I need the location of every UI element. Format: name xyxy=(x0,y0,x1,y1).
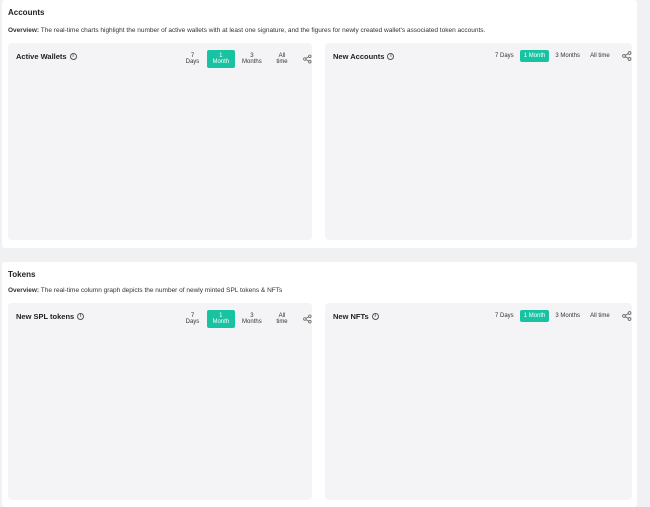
new-nfts-chart xyxy=(325,303,632,500)
share-icon[interactable]: 5M10M15M20M25M10/2610/2911/0111/0411/071… xyxy=(621,51,632,61)
section-title-accounts: Accounts xyxy=(8,8,45,17)
overview-text: The real-time column graph depicts the n… xyxy=(40,287,283,294)
overview-label: Overview: xyxy=(8,287,40,294)
new-accounts-card: New Accounts i 7 Days 1 Month 3 Months All … xyxy=(325,43,632,240)
range-3-months-button[interactable]: 3 Months xyxy=(551,310,584,322)
card-title: Active Wallets i xyxy=(16,52,77,61)
range-3-months-button[interactable]: 3 Months xyxy=(551,50,584,62)
section-overview-tokens: Overview: The real-time column graph dep… xyxy=(8,287,282,294)
section-title-tokens: Tokens xyxy=(8,270,36,279)
range-all-time-button[interactable]: All time xyxy=(269,50,295,68)
active-wallets-chart xyxy=(8,43,312,240)
range-all-time-button[interactable]: All time xyxy=(586,50,614,62)
overview-text: The real-time charts highlight the numbe… xyxy=(40,27,486,34)
active-wallets-card: Active Wallets i 7 Days 1 Month 3 Months Al… xyxy=(8,43,312,240)
card-title: New NFTs i xyxy=(333,312,379,321)
range-all-time-button[interactable]: All time xyxy=(586,310,614,322)
accounts-section: Accounts Overview: The real-time charts … xyxy=(2,0,637,248)
range-7-days-button[interactable]: 7 Days xyxy=(491,310,518,322)
info-icon[interactable]: i xyxy=(69,53,77,60)
range-1-month-button[interactable]: 1 Month xyxy=(519,310,550,322)
range-3-months-button[interactable]: 3 Months xyxy=(237,310,267,328)
share-icon[interactable]: 20K40K60K80K10/2610/2911/0111/0411/0711/… xyxy=(303,314,312,324)
range-7-days-button[interactable]: 7 Days xyxy=(180,50,205,68)
range-all-time-button[interactable]: All time xyxy=(269,310,295,328)
range-7-days-button[interactable]: 7 Days xyxy=(491,50,518,62)
range-1-month-button[interactable]: 1 Month xyxy=(206,310,235,328)
info-icon[interactable]: i xyxy=(77,313,85,320)
section-overview-accounts: Overview: The real-time charts highlight… xyxy=(8,27,485,34)
range-1-month-button[interactable]: 1 Month xyxy=(206,50,235,68)
overview-label: Overview: xyxy=(8,27,40,34)
share-icon[interactable]: 1M2M3M4M5M6M7M8M10/2810/3011/0111/0311/0… xyxy=(303,54,312,64)
share-icon[interactable]: 5K10K15K20K25K10/2610/2911/0111/0411/071… xyxy=(621,311,632,321)
new-accounts-chart xyxy=(325,43,632,240)
card-title-text: New NFTs xyxy=(333,312,369,321)
range-3-months-button[interactable]: 3 Months xyxy=(237,50,267,68)
card-title: New SPL tokens i xyxy=(16,312,85,321)
range-1-month-button[interactable]: 1 Month xyxy=(519,50,550,62)
range-7-days-button[interactable]: 7 Days xyxy=(180,310,205,328)
new-nfts-card: New NFTs i 7 Days 1 Month 3 Months All time… xyxy=(325,303,632,500)
info-icon[interactable]: i xyxy=(387,53,395,60)
card-title-text: New Accounts xyxy=(333,52,385,61)
tokens-section: Tokens Overview: The real-time column gr… xyxy=(2,262,637,507)
new-spl-tokens-card: New SPL tokens i 7 Days 1 Month 3 Months Al… xyxy=(8,303,312,500)
new-spl-tokens-chart xyxy=(8,303,312,500)
info-icon[interactable]: i xyxy=(371,313,379,320)
card-title-text: New SPL tokens xyxy=(16,312,75,321)
card-title-text: Active Wallets xyxy=(16,52,67,61)
card-title: New Accounts i xyxy=(333,52,395,61)
